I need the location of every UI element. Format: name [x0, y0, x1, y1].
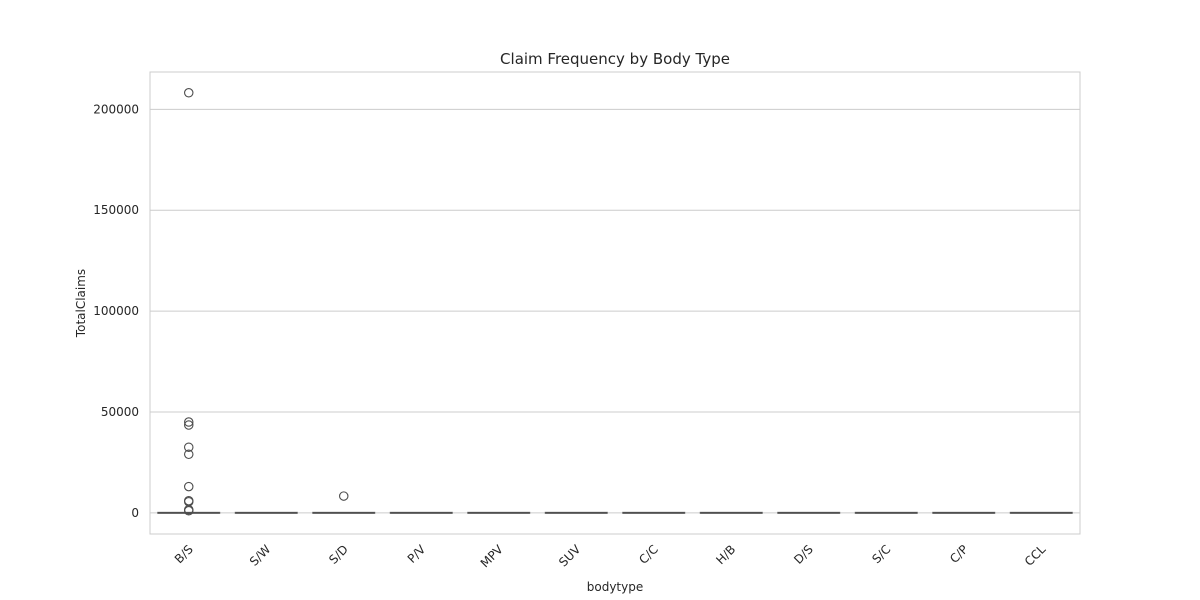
x-tick-label: D/S: [791, 542, 816, 567]
y-axis-ticks: 0 50000 100000 150000 200000: [93, 102, 139, 519]
y-tick-label: 100000: [93, 304, 139, 318]
outlier-point: [184, 481, 194, 492]
x-tick-label: MPV: [478, 542, 507, 571]
y-tick-label: 200000: [93, 102, 139, 116]
outlier-point: [184, 417, 194, 427]
y-axis-label: TotalClaims: [74, 269, 88, 338]
x-tick-label: B/S: [172, 542, 196, 566]
y-tick-label: 150000: [93, 203, 139, 217]
x-tick-label: S/D: [326, 542, 351, 567]
outlier-point: [184, 420, 194, 430]
x-tick-label: S/C: [869, 542, 893, 566]
outlier-point: [184, 442, 194, 452]
x-axis-label: bodytype: [587, 580, 643, 594]
outlier-points: [184, 88, 349, 516]
plot-area-frame: [149, 71, 1081, 535]
x-tick-label: C/C: [636, 542, 661, 567]
outlier-point: [338, 491, 349, 501]
x-tick-label: CCL: [1022, 542, 1049, 569]
x-tick-label: C/P: [947, 542, 971, 566]
outlier-point: [184, 506, 194, 516]
x-tick-label: H/B: [713, 542, 738, 567]
y-tick-label: 0: [131, 506, 139, 520]
outlier-point: [184, 449, 194, 460]
outlier-point: [184, 88, 194, 98]
x-axis-ticks: B/S S/W S/D P/V MPV SUV C/C H/B D/S S/C C/P CCL: [172, 542, 1049, 571]
grid-lines: [150, 108, 1080, 514]
chart-title: Claim Frequency by Body Type: [500, 50, 730, 68]
boxes: [157, 511, 1073, 514]
y-tick-label: 50000: [101, 405, 139, 419]
x-tick-label: SUV: [556, 542, 584, 570]
x-tick-label: P/V: [405, 542, 429, 566]
x-tick-label: S/W: [247, 542, 274, 569]
